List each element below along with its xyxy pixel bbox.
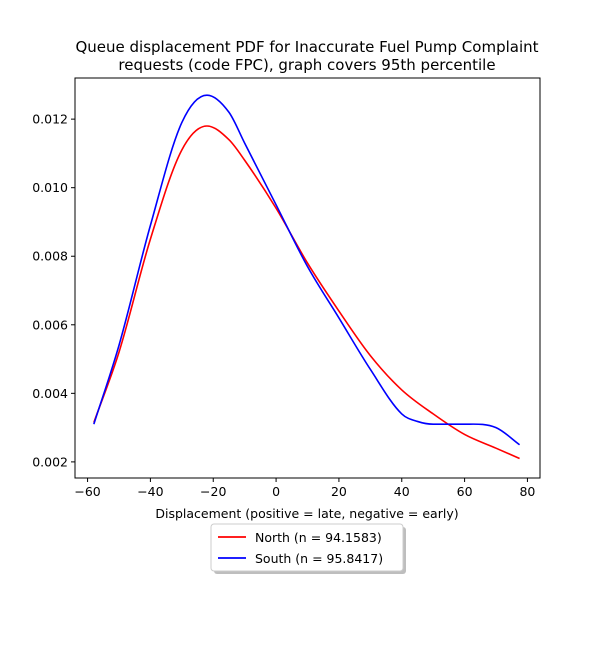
x-tick-label: 60 — [457, 484, 473, 499]
y-tick-label: 0.010 — [32, 180, 68, 195]
legend: North (n = 94.1583) South (n = 95.8417) — [210, 523, 406, 574]
x-tick-label: −60 — [74, 484, 100, 499]
x-tick-label: −40 — [137, 484, 163, 499]
x-tick-label: 0 — [272, 484, 280, 499]
plot-series — [93, 94, 521, 460]
x-tick-label: −20 — [200, 484, 226, 499]
y-tick-label: 0.012 — [32, 112, 68, 127]
y-tick-label: 0.008 — [32, 249, 68, 264]
x-tick-label: 20 — [331, 484, 347, 499]
legend-box — [210, 523, 404, 572]
series-line-north — [93, 125, 520, 460]
y-tick-label: 0.002 — [32, 454, 68, 469]
legend-label-north: North (n = 94.1583) — [255, 530, 382, 545]
x-axis-ticks: −60 −40 −20 0 20 40 60 80 — [74, 478, 535, 499]
y-tick-label: 0.004 — [32, 386, 68, 401]
y-tick-label: 0.006 — [32, 317, 68, 332]
chart-title-line-1: Queue displacement PDF for Inaccurate Fu… — [75, 38, 538, 56]
y-axis-ticks: 0.002 0.004 0.006 0.008 0.010 0.012 — [32, 112, 75, 469]
x-tick-label: 40 — [394, 484, 410, 499]
chart-title-line-2: requests (code FPC), graph covers 95th p… — [118, 56, 495, 74]
x-axis-label: Displacement (positive = late, negative … — [155, 506, 458, 521]
series-line-south — [93, 94, 521, 446]
x-tick-label: 80 — [519, 484, 535, 499]
plot-area-frame — [74, 77, 541, 479]
legend-label-south: South (n = 95.8417) — [255, 551, 383, 566]
